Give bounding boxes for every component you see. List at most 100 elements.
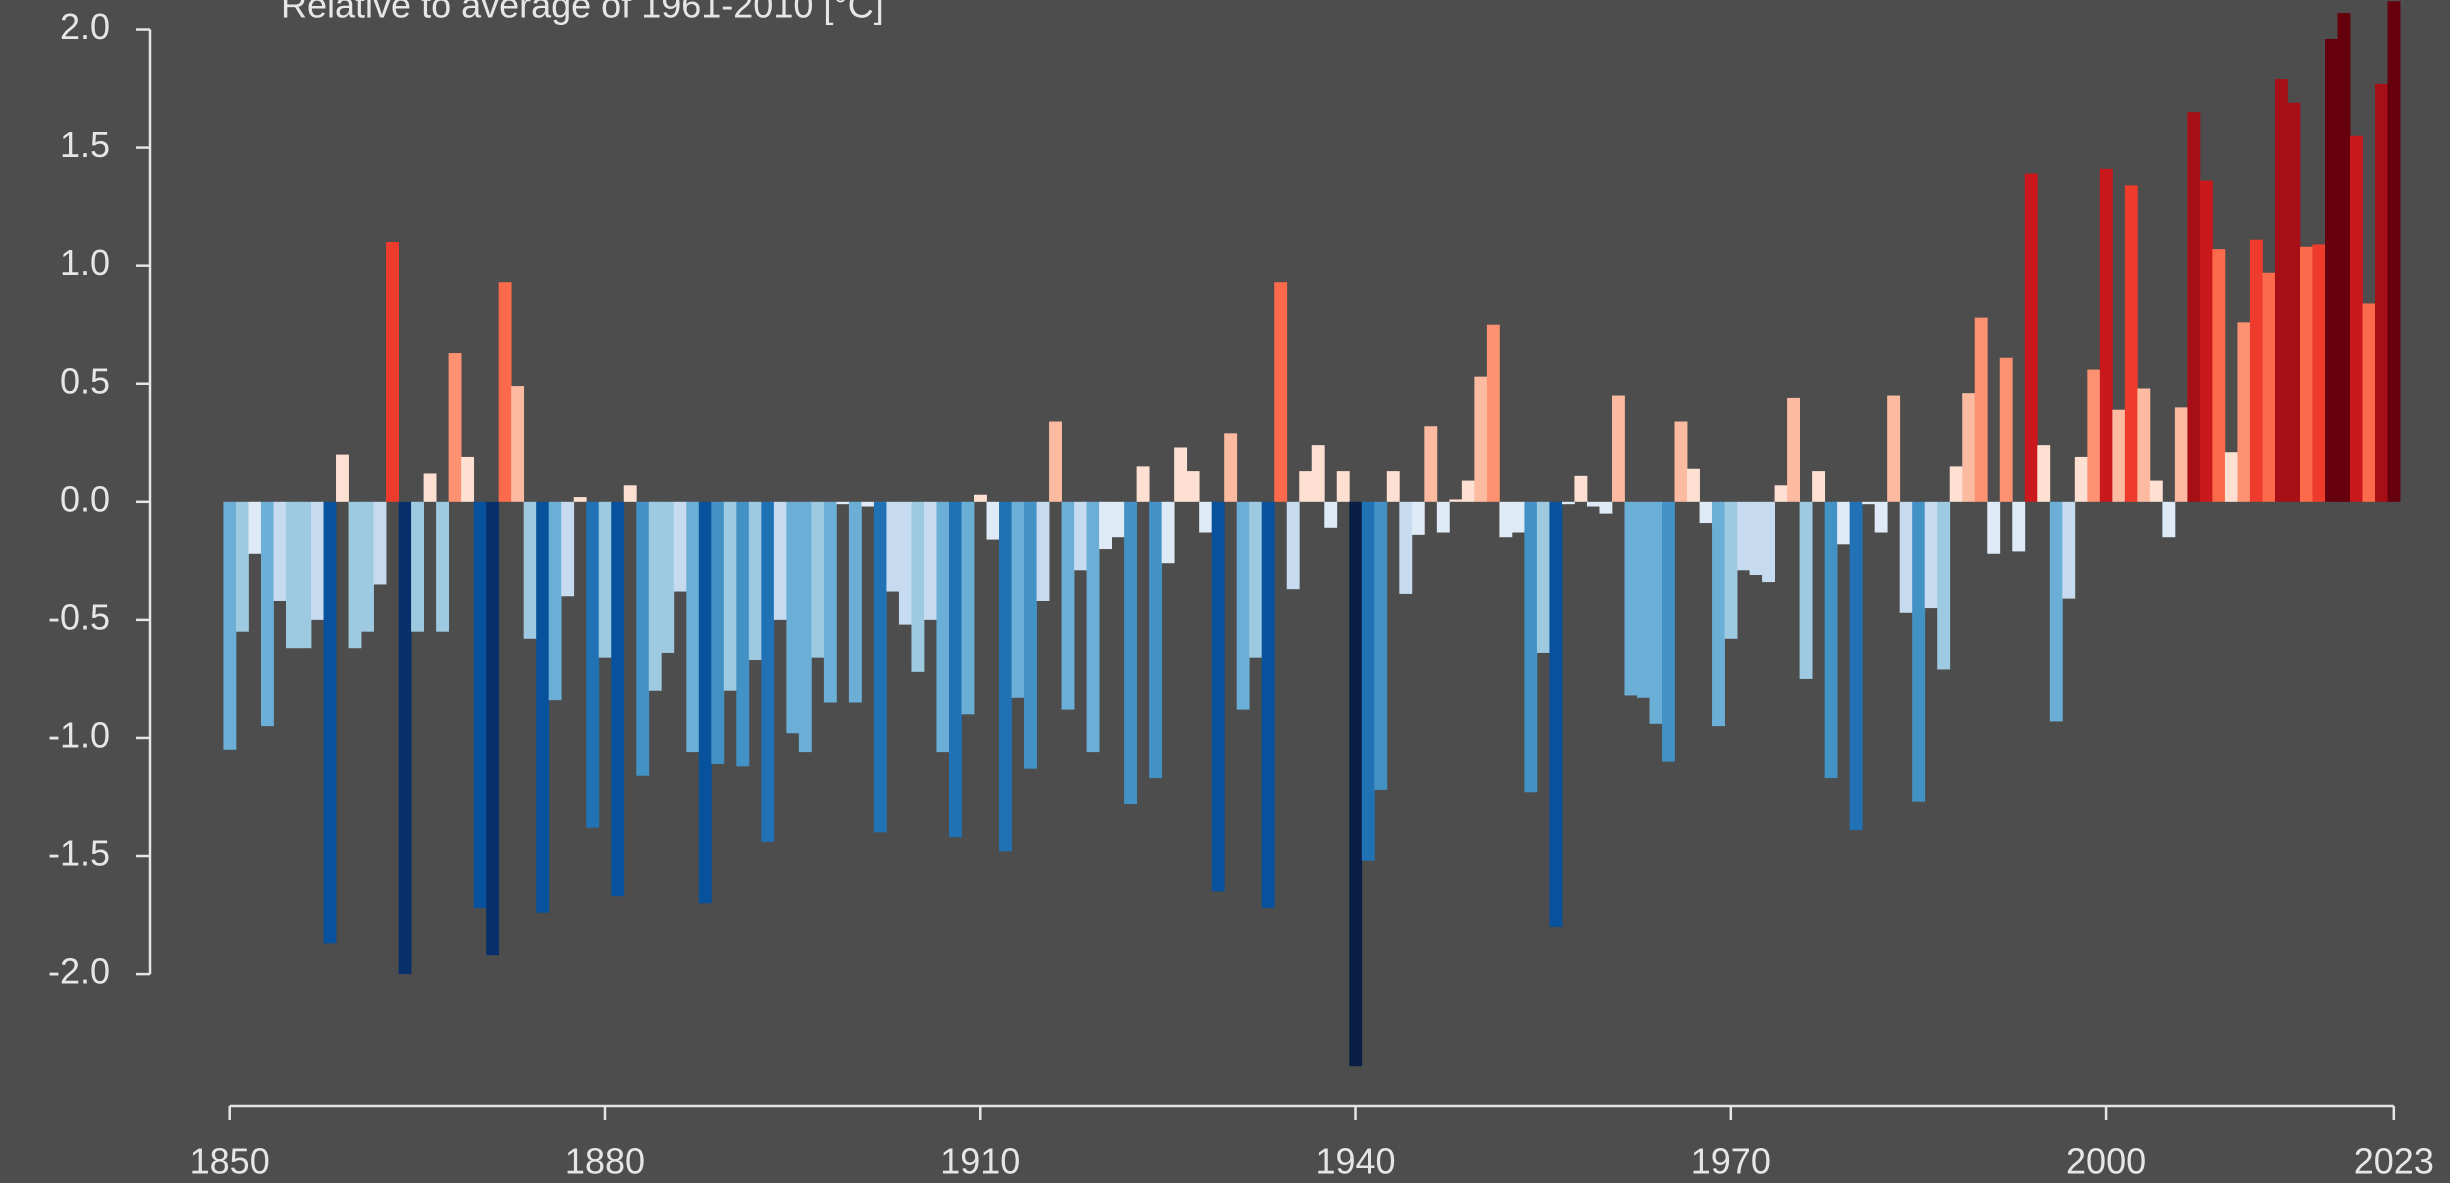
y-tick-label: 1.0 [60,242,110,283]
bar [686,501,700,753]
bar [1511,501,1525,533]
bar [1924,501,1938,609]
bar [448,353,462,502]
bar [923,501,937,620]
bar [1874,501,1888,533]
bar [1712,501,1725,727]
bar [1461,480,1475,502]
y-tick-label: -1.5 [48,833,110,874]
bar [2237,322,2251,502]
bar [498,282,512,502]
bar [1024,501,1037,769]
bar [961,501,975,715]
bar [911,501,925,672]
bar [1136,466,1150,502]
bar [748,501,762,661]
bar [1774,485,1788,502]
bar [1386,471,1400,502]
bar [260,501,274,727]
bar [1687,468,1700,502]
bar [1574,475,1588,502]
bar [1086,501,1100,753]
bar [1111,501,1125,538]
bar [1286,501,1300,590]
bar [311,501,324,620]
bar [2087,369,2101,502]
x-tick-label: 2023 [2354,1141,2434,1182]
bar [1074,501,1087,571]
bar [586,501,600,828]
bar [1336,471,1350,502]
bar [673,501,687,592]
bar [1824,501,1838,779]
bar [623,485,637,502]
bar [1787,397,1801,502]
bar [2074,456,2088,502]
bar [1186,471,1200,502]
bar [1912,501,1926,802]
bar [1261,501,1275,908]
bar [386,242,399,502]
bar [786,501,800,734]
bar [1011,501,1025,698]
bar [1249,501,1263,658]
bar [1862,501,1876,505]
bar [2224,452,2238,502]
bar [1636,501,1650,698]
bar [561,501,575,597]
bar [1411,501,1425,535]
bar [486,501,500,956]
bar [936,501,950,753]
bar [648,501,662,691]
bar [1499,501,1513,538]
bar [1662,501,1675,762]
bar [2099,168,2113,502]
bar [1812,471,1826,502]
bar [1436,501,1450,533]
x-tick-label: 1970 [1691,1141,1771,1182]
bar [1887,395,1901,502]
bar [773,501,787,620]
bar [2337,12,2351,502]
bar [1837,501,1851,545]
bar [2274,79,2288,502]
bar [1724,501,1738,639]
bar [1699,501,1713,524]
x-tick-label: 1880 [565,1141,645,1182]
bar [436,501,450,632]
bar [598,501,612,658]
x-tick-label: 1940 [1315,1141,1395,1182]
bar [823,501,837,703]
bar [1937,501,1951,670]
bar [2137,388,2151,502]
bar [2187,112,2201,502]
bar [873,501,887,833]
bar [323,501,337,944]
bar [1974,317,1988,502]
x-tick-label: 2000 [2066,1141,2146,1182]
bar [1987,501,2001,554]
bar [948,501,962,838]
bar [2024,173,2038,502]
bar [723,501,737,691]
bar [1299,471,1313,502]
bar [1124,501,1138,805]
bar [1536,501,1550,653]
bar [1361,501,1375,861]
bar [248,501,262,554]
bar [2049,501,2063,722]
bar [974,494,987,502]
bar [336,454,349,502]
bar [2287,102,2301,502]
bar [2037,445,2051,502]
bar [2362,303,2376,502]
chart-subtitle: Relative to average of 1961-2010 [°C] [281,0,884,26]
bar [1624,501,1638,696]
bar [573,497,587,502]
bar [1474,376,1488,502]
bar [2062,501,2076,599]
y-tick-label: -1.0 [48,714,110,755]
y-tick-label: 0.5 [60,360,110,401]
bar [1999,357,2013,502]
